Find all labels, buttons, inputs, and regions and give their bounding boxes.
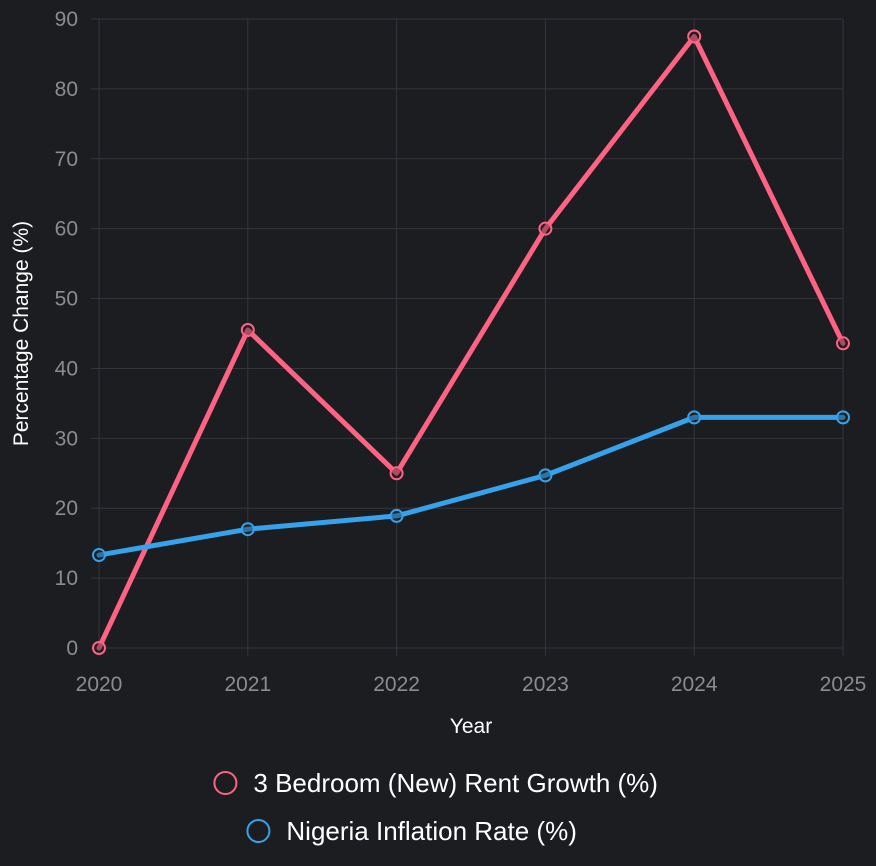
x-tick-label: 2025 [820, 673, 867, 696]
x-tick-label: 2022 [373, 673, 420, 696]
data-point[interactable] [687, 29, 702, 44]
series-1 [92, 410, 850, 563]
data-point[interactable] [836, 336, 850, 351]
legend-item[interactable]: 3 Bedroom (New) Rent Growth (%) [213, 768, 658, 798]
data-point[interactable] [92, 641, 106, 655]
axes: 0 10 20 30 40 50 60 70 80 90 2020 2021 2022 2023 2024 2… [55, 8, 867, 696]
legend-label: 3 Bedroom (New) Rent Growth (%) [253, 768, 658, 798]
x-tick-label: 2024 [671, 673, 718, 696]
legend: 3 Bedroom (New) Rent Growth (%) Nigeria I… [213, 768, 658, 846]
data-point[interactable] [389, 508, 404, 523]
legend-item[interactable]: Nigeria Inflation Rate (%) [246, 816, 577, 846]
legend-marker [213, 771, 238, 795]
data-point[interactable] [836, 410, 850, 425]
data-point[interactable] [538, 221, 553, 236]
y-tick-label: 20 [55, 497, 78, 520]
x-tick-label: 2021 [224, 673, 271, 696]
x-axis-title: Year [450, 715, 492, 738]
data-point[interactable] [687, 410, 702, 425]
y-tick-label: 40 [55, 357, 78, 380]
y-tick-label: 80 [55, 78, 78, 101]
x-tick-label: 2023 [522, 673, 569, 696]
data-point[interactable] [538, 468, 553, 483]
y-tick-label: 60 [55, 218, 78, 241]
y-tick-label: 0 [66, 637, 78, 660]
series-0 [92, 29, 850, 655]
legend-marker [246, 819, 271, 843]
data-point[interactable] [92, 548, 106, 563]
y-tick-label: 70 [55, 148, 78, 171]
series-line [96, 33, 846, 651]
y-tick-label: 90 [55, 8, 78, 31]
x-tick-label: 2020 [76, 673, 123, 696]
y-tick-label: 30 [55, 427, 78, 450]
grid [91, 18, 844, 656]
series-layer [92, 29, 850, 655]
legend-label: Nigeria Inflation Rate (%) [286, 816, 576, 846]
y-tick-label: 10 [55, 567, 78, 590]
y-axis-title: Percentage Change (%) [10, 221, 33, 446]
y-tick-label: 50 [55, 288, 78, 311]
data-point[interactable] [389, 466, 404, 481]
data-point[interactable] [240, 323, 255, 338]
data-point[interactable] [240, 522, 255, 537]
series-line [96, 414, 846, 558]
